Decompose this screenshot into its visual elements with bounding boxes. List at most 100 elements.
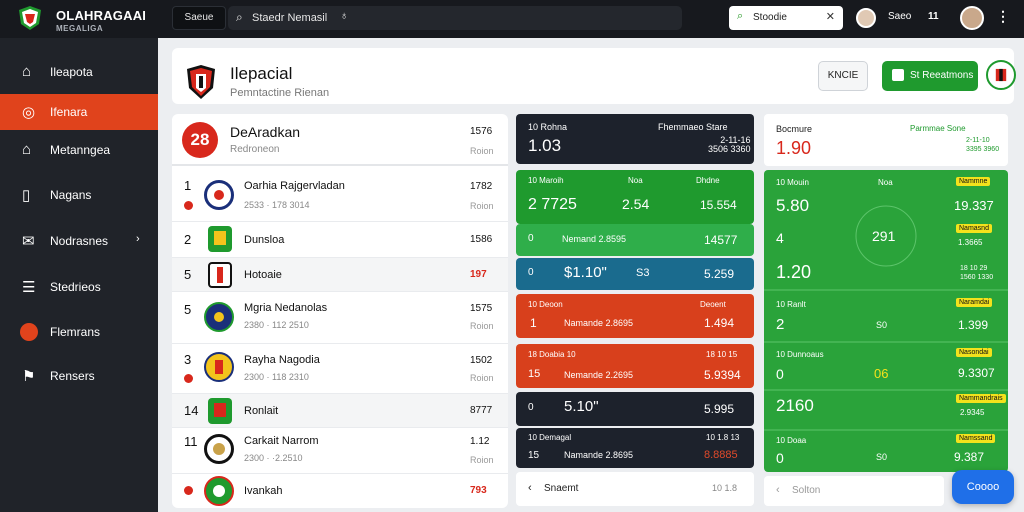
alert-text: Stoodie [753, 12, 787, 23]
microphone-icon[interactable]: ♁ [340, 10, 349, 22]
table-row[interactable]: 5 Hotoaie 197 [172, 258, 508, 292]
odds-row[interactable]: 0 Nemand 2.8595 14577 [516, 224, 754, 256]
notification-count[interactable]: 11 [928, 11, 939, 22]
table-row[interactable]: 11 Carkait Narrom 2300 · ·2.2510 1.12 Ro… [172, 428, 508, 474]
odds-index: 15 [528, 368, 541, 380]
team-meta: 2380 · 112 2510 [244, 320, 309, 330]
search-bar[interactable]: ⌕ Staedr Nemasil ♁ [228, 6, 682, 30]
back-icon[interactable]: ‹ [776, 484, 780, 496]
back-icon[interactable]: ‹ [528, 482, 532, 494]
odds-row[interactable]: 10 Deoon Deoent 1 Namande 2.8695 1.494 [516, 294, 754, 338]
table-row[interactable]: 5 Mgria Nedanolas 2380 · 112 2510 1575 R… [172, 292, 508, 344]
team-crest-icon [208, 226, 232, 252]
status-dot-icon [184, 374, 193, 383]
avatar[interactable] [856, 8, 876, 28]
calendar-icon [892, 69, 904, 81]
odds-label: 10 1.8 13 [706, 433, 740, 442]
list-icon: ☰ [22, 279, 36, 296]
profile-avatar[interactable] [960, 6, 984, 30]
team-name: Hotoaie [244, 269, 282, 281]
table-row[interactable]: 14 Ronlait 8777 [172, 394, 508, 428]
right-header-panel[interactable]: Bocmure 1.90 Parmmae Sone 2-11-10 3395 3… [764, 114, 1008, 166]
team-tag: Roion [470, 373, 494, 383]
odds-label: S0 [876, 452, 888, 462]
user-name[interactable]: Saeo [888, 11, 912, 22]
sidebar-item-label: Nagans [50, 188, 92, 202]
odds-row[interactable]: 0 5.10" 5.995 [516, 392, 754, 426]
mode-button[interactable]: Saeue [172, 6, 226, 30]
odds-row[interactable]: 10 Demagal 10 1.8 13 15 Namande 2.8695 8… [516, 428, 754, 468]
team-points: 1586 [470, 234, 493, 245]
team-points: 1.12 [470, 436, 490, 447]
odds-row[interactable]: 0 $1.10" S3 5.259 [516, 258, 754, 290]
standings-title: DeAradkan [230, 124, 301, 140]
sidebar-item-stedrieos[interactable]: ☰ Stedrieos [0, 269, 158, 305]
alert-chip[interactable]: ⌕ Stoodie ✕ [729, 6, 843, 30]
search-input[interactable]: Staedr Nemasil [252, 12, 328, 24]
table-row[interactable]: 1 Oarhia Rajgervladan 2533 · 178 3014 17… [172, 168, 508, 222]
more-icon[interactable]: ⋮ [996, 8, 1010, 24]
odds-right-label: Fhemmaeo Stare [658, 122, 728, 132]
odds-right-sub: 2-11-16 3506 3360 [708, 135, 751, 154]
sidebar-item-metanngea[interactable]: ⌂ Metanngea [0, 132, 158, 168]
floating-action-button[interactable]: Coooo [952, 470, 1014, 504]
search-icon: ⌕ [236, 10, 243, 24]
status-badge: Namasnd [956, 224, 992, 233]
pitch-panel[interactable]: 10 Mouin Noa Nammne 5.80 19.337 4 291 Na… [764, 170, 1008, 472]
target-icon: ◎ [22, 104, 36, 121]
club-crest-icon[interactable] [986, 60, 1016, 90]
chevron-right-icon[interactable]: › [136, 233, 140, 245]
odds-label: Noa [628, 176, 643, 185]
odds-value: 9.387 [954, 450, 985, 464]
odds-value: 5.995 [704, 402, 735, 416]
sidebar-item-rensers[interactable]: ⚑ Rensers [0, 358, 158, 394]
team-name: Ronlait [244, 405, 279, 417]
odds-header-panel[interactable]: 10 Rohna 1.03 Fhemmaeo Stare 2-11-16 350… [516, 114, 754, 164]
table-row[interactable]: 3 Rayha Nagodia 2300 · 118 2310 1502 Roi… [172, 344, 508, 394]
team-crest-icon [204, 352, 234, 382]
team-crest-icon [208, 398, 232, 424]
odds-label: Namande 2.8695 [564, 450, 634, 460]
odds-footer[interactable]: ‹ Snaemt 10 1.8 [516, 472, 754, 506]
primary-button[interactable]: St Reeatmons [882, 61, 978, 91]
right-footer[interactable]: ‹ Solton [764, 476, 944, 506]
odds-value: 1.90 [776, 138, 812, 158]
odds-value: $1.10" [564, 264, 607, 281]
odds-value: 1.3665 [958, 238, 983, 247]
odds-label: 10 Demagal [528, 433, 572, 442]
close-icon[interactable]: ✕ [825, 11, 835, 23]
odds-value: 2.9345 [960, 408, 985, 417]
odds-value: 291 [872, 228, 896, 244]
sidebar: ⌂ Ileapota ◎ Ifenara ⌂ Metanngea ▯ Nagan… [0, 38, 158, 512]
sidebar-item-ileapota[interactable]: ⌂ Ileapota [0, 54, 158, 90]
row-rank: 3 [184, 352, 192, 367]
sidebar-item-flemrans[interactable]: Flemrans [0, 314, 158, 350]
sidebar-item-ifenara[interactable]: ◎ Ifenara [0, 94, 158, 130]
odds-row[interactable]: 18 Doabia 10 18 10 15 15 Nemande 2.2695 … [516, 344, 754, 388]
odds-value: 19.337 [954, 198, 994, 213]
odds-value: 15.554 [700, 198, 737, 212]
odds-index: 2 [776, 316, 785, 333]
sidebar-item-label: Ifenara [50, 105, 88, 119]
team-name: Ivankah [244, 485, 283, 497]
sidebar-item-nagans[interactable]: ▯ Nagans [0, 177, 158, 213]
status-dot-icon [184, 486, 193, 495]
page-title: Ilepacial [230, 64, 293, 83]
app-logo[interactable] [16, 4, 44, 32]
odds-row[interactable]: 10 Maroih Noa Dhdne 2 7725 2.54 15.554 [516, 170, 754, 224]
odds-label: Dhdne [696, 176, 720, 185]
table-row[interactable]: Ivankah 793 [172, 474, 508, 508]
sidebar-item-nodrasnes[interactable]: ✉ Nodrasnes › [0, 223, 158, 259]
search-icon: ⌕ [737, 10, 744, 22]
standings-unit: Roion [470, 146, 494, 156]
status-badge: Nasondai [956, 348, 992, 357]
odds-label: 10 Ranlt [776, 300, 806, 309]
odds-value: 14577 [704, 233, 738, 247]
secondary-button[interactable]: KNCIE [818, 61, 868, 91]
table-row[interactable]: 2 Dunsloa 1586 [172, 222, 508, 258]
team-points: 1575 [470, 303, 493, 314]
sidebar-item-label: Rensers [50, 369, 95, 383]
dot-icon [20, 323, 38, 341]
team-tag: Roion [470, 201, 494, 211]
odds-label: S0 [876, 320, 888, 330]
